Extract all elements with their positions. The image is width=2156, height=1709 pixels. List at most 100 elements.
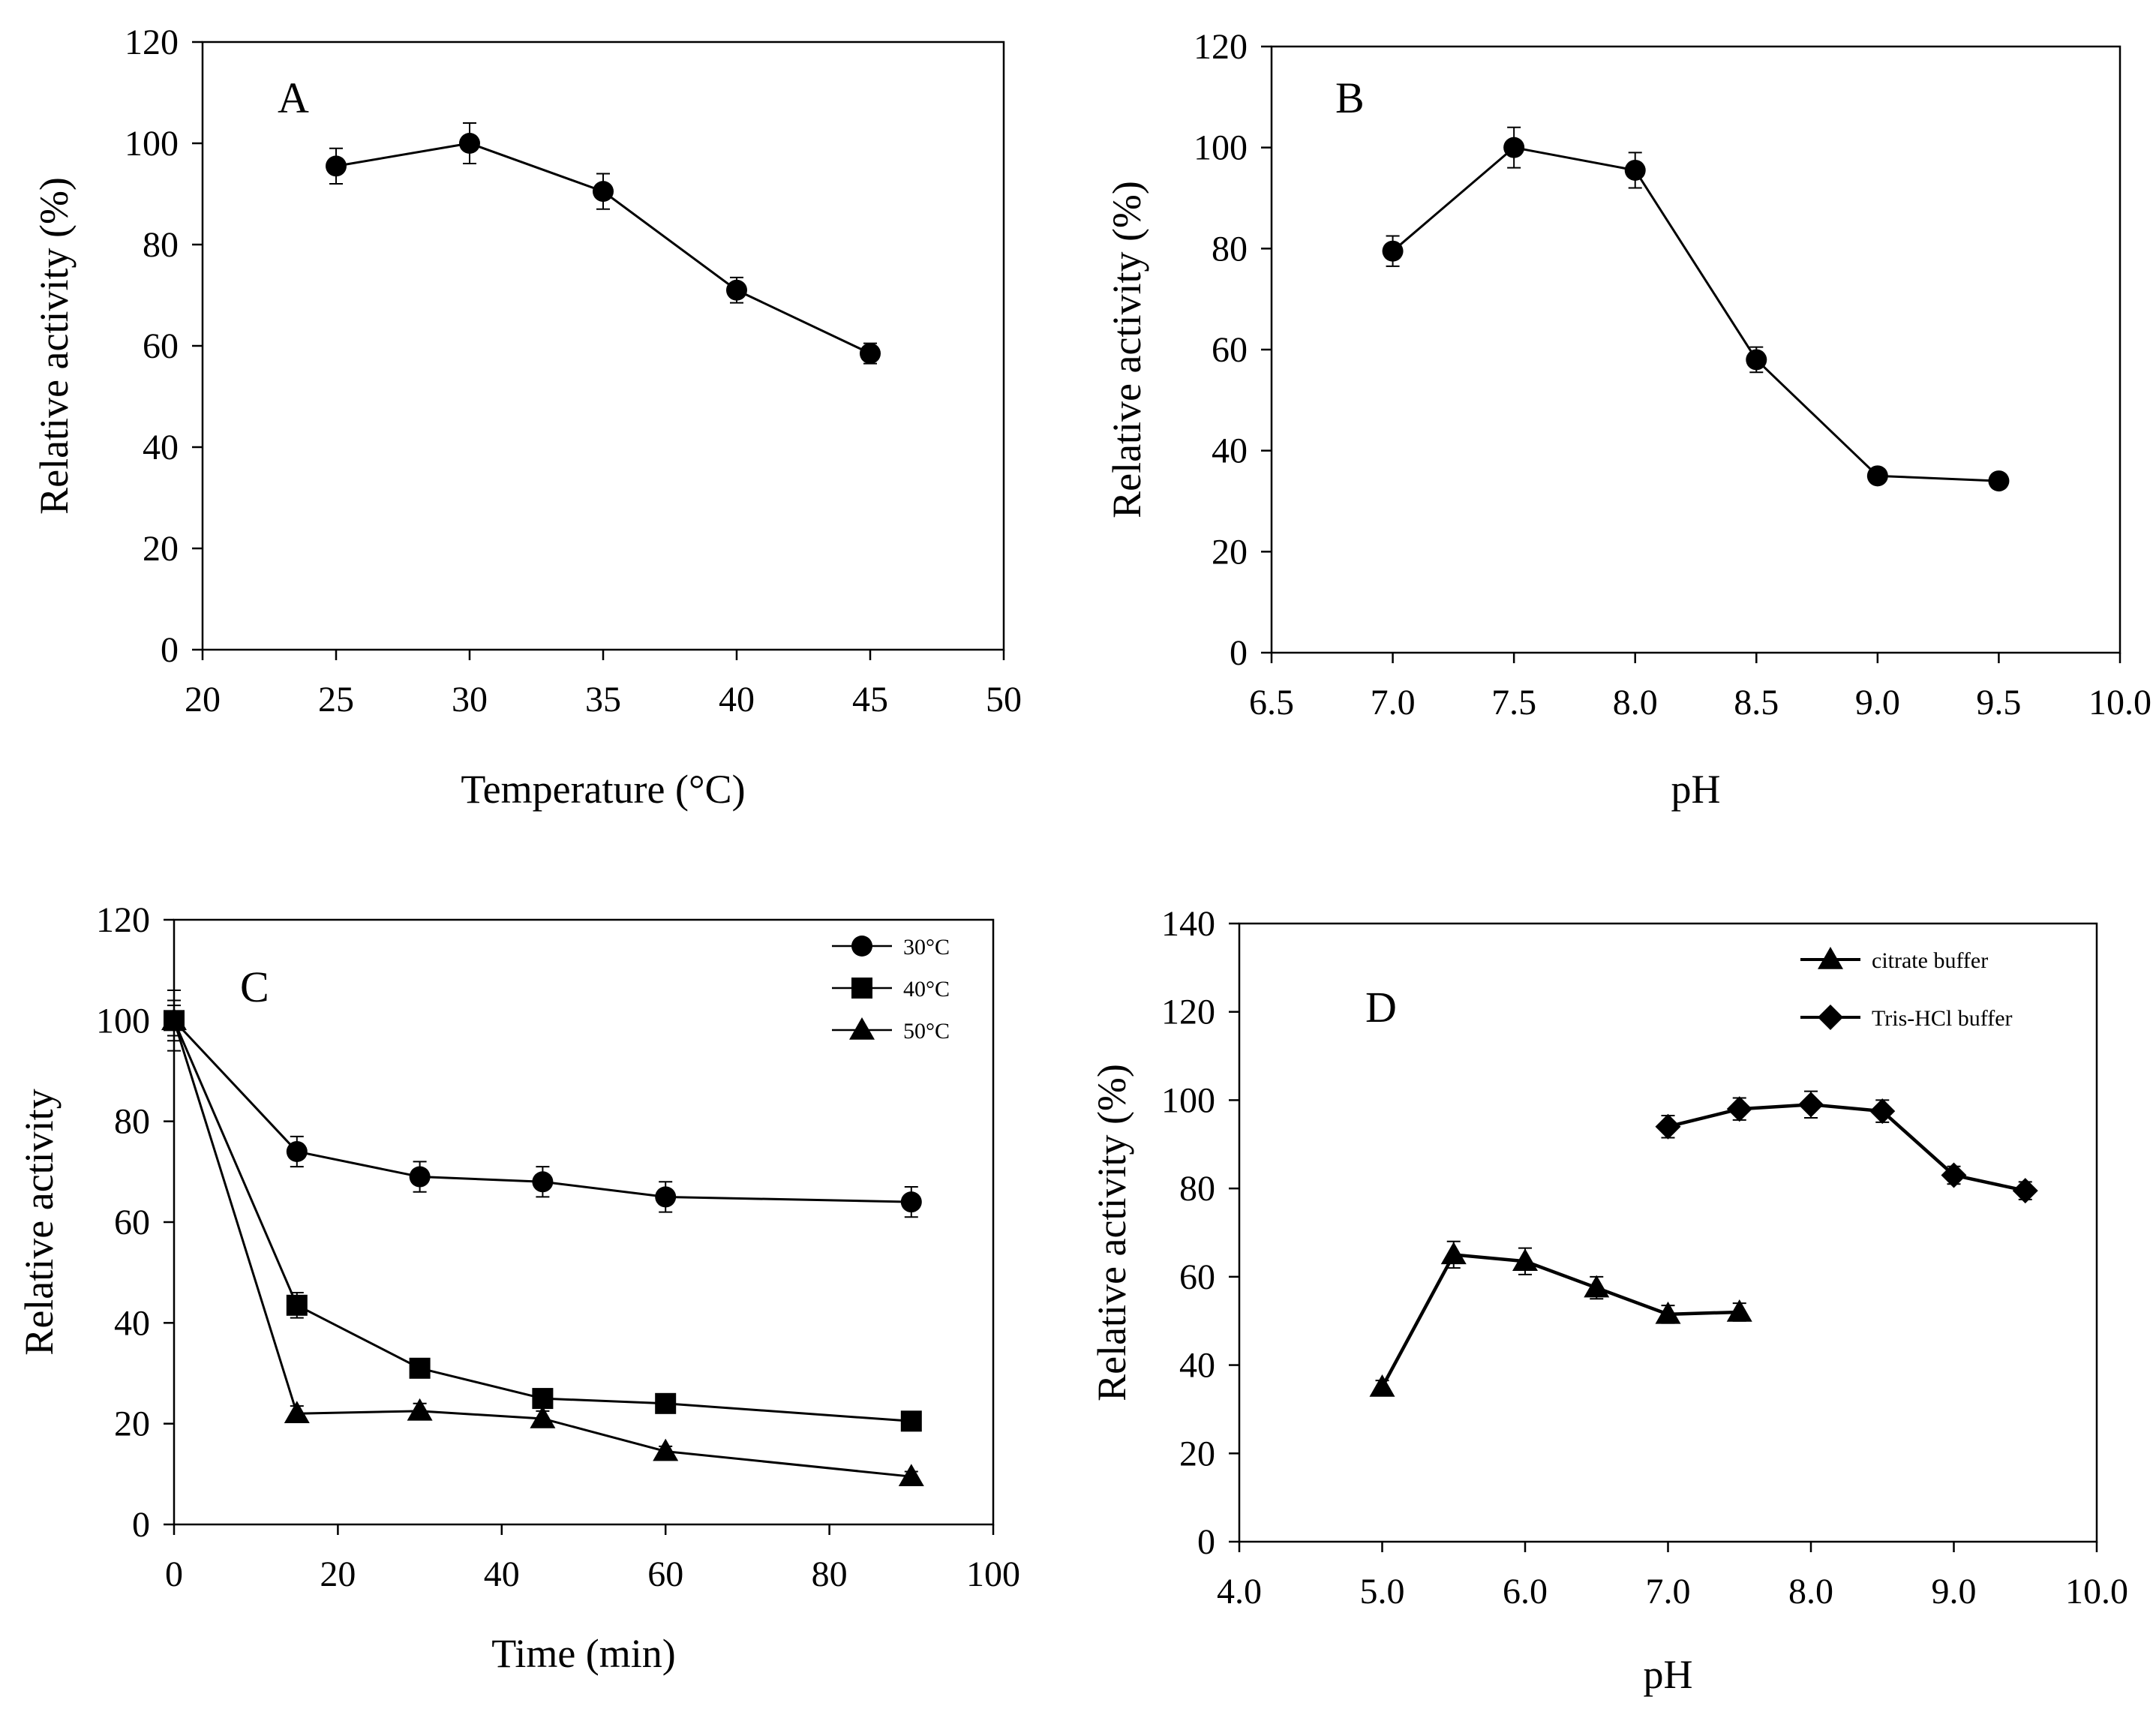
chart-panel-b: 6.5 7.0 7.5 8.0 8.5 9.0 9.5 10.0 0 20 40 60 80 100 120… — [1104, 27, 2151, 812]
x-tick-label: 40 — [719, 680, 755, 719]
x-tick-label: 8.0 — [1788, 1572, 1833, 1611]
x-tick-label: 20 — [185, 680, 221, 719]
y-tick-label: 20 — [114, 1404, 150, 1444]
data-point — [655, 1392, 677, 1414]
series-30-c — [164, 990, 922, 1218]
y-tick-label: 120 — [96, 900, 150, 940]
series-line — [173, 1020, 911, 1422]
legend-marker — [1818, 1005, 1843, 1030]
y-tick-label: 40 — [143, 428, 179, 467]
panel-label: B — [1335, 74, 1365, 122]
y-tick-label: 100 — [1194, 128, 1248, 168]
x-tick-label: 9.0 — [1932, 1572, 1977, 1611]
panel-label: A — [278, 74, 309, 122]
data-point — [900, 1191, 922, 1213]
data-point — [1655, 1301, 1681, 1324]
y-tick-label: 80 — [1212, 229, 1248, 269]
x-tick-label: 7.5 — [1491, 683, 1536, 722]
series-line — [173, 1020, 911, 1203]
y-tick-label: 0 — [1197, 1522, 1215, 1562]
data-point — [326, 155, 347, 177]
series-tris-hcl-buffer — [1655, 1090, 2038, 1204]
data-point — [1869, 1098, 1896, 1125]
y-tick-label: 60 — [143, 326, 179, 366]
data-point — [1655, 1113, 1681, 1140]
series-line — [173, 1020, 911, 1478]
data-point — [284, 1401, 310, 1423]
panel-label: C — [240, 963, 269, 1011]
x-tick-label: 100 — [966, 1554, 1020, 1594]
plot-frame — [1270, 45, 2121, 654]
plot-frame — [173, 918, 995, 1526]
data-point — [2012, 1178, 2038, 1204]
data-point — [1512, 1248, 1538, 1272]
x-tick-label: 6.0 — [1503, 1572, 1548, 1611]
x-tick-label: 50 — [986, 680, 1022, 719]
data-point — [1440, 1242, 1467, 1265]
x-tick-label: 10.0 — [2065, 1572, 2128, 1611]
data-point — [286, 1294, 308, 1316]
x-tick-label: 7.0 — [1646, 1572, 1691, 1611]
data-point — [1726, 1096, 1752, 1122]
data-point — [1382, 240, 1404, 262]
data-point — [409, 1166, 431, 1188]
x-tick-label: 9.0 — [1855, 683, 1900, 722]
data-point — [860, 343, 881, 365]
data-point — [1584, 1275, 1610, 1298]
y-tick-label: 100 — [125, 124, 179, 164]
series-line — [1667, 1103, 2026, 1193]
data-point — [409, 1357, 431, 1379]
x-tick-label: 5.0 — [1360, 1572, 1405, 1611]
plot-frame — [201, 41, 1005, 651]
legend-label: 50°C — [903, 1019, 950, 1044]
data-point — [459, 133, 480, 154]
x-axis-title: Time (min) — [491, 1631, 676, 1676]
y-tick-label: 0 — [132, 1505, 150, 1545]
chart-panel-a: 20 25 30 35 40 45 50020406080100120Temperature… — [32, 23, 1022, 812]
data-point — [1988, 470, 2010, 492]
y-tick-label: 120 — [1161, 993, 1215, 1032]
x-tick-label: 9.5 — [1976, 683, 2021, 722]
x-tick-label: 40 — [484, 1554, 520, 1594]
data-point — [1941, 1162, 1967, 1188]
x-tick-label: 20 — [320, 1554, 356, 1594]
legend-label: Tris-HCl buffer — [1872, 1006, 2013, 1031]
x-tick-label: 0 — [165, 1554, 183, 1594]
series-40-c — [164, 999, 922, 1432]
y-tick-label: 60 — [1179, 1257, 1215, 1297]
legend-label: 40°C — [903, 977, 950, 1002]
chart-panel-d: 4.0 5.0 6.0 7.0 8.0 9.0 10.0 0 20 40 60 80 100 120 140… — [1089, 904, 2128, 1697]
data-point — [1369, 1374, 1395, 1397]
data-point — [900, 1410, 922, 1432]
y-tick-label: 20 — [1179, 1434, 1215, 1473]
data-point — [593, 181, 614, 203]
y-tick-label: 0 — [1230, 633, 1248, 673]
series-0 — [326, 122, 881, 365]
y-tick-label: 80 — [1179, 1169, 1215, 1209]
x-tick-label: 8.5 — [1734, 683, 1779, 722]
legend-marker — [1818, 947, 1843, 969]
series-citrate-buffer — [1369, 1240, 1752, 1397]
y-tick-label: 120 — [1194, 27, 1248, 67]
data-point — [726, 279, 747, 301]
y-axis-title: Relative activity — [17, 1089, 62, 1355]
y-tick-label: 40 — [1179, 1346, 1215, 1386]
legend-marker — [851, 936, 872, 957]
x-tick-label: 35 — [585, 680, 621, 719]
y-tick-label: 80 — [143, 225, 179, 265]
data-point — [655, 1186, 677, 1208]
data-point — [898, 1464, 924, 1486]
x-tick-label: 80 — [812, 1554, 848, 1594]
data-point — [530, 1405, 556, 1428]
data-point — [532, 1388, 554, 1410]
x-tick-label: 45 — [852, 680, 888, 719]
series-0 — [1382, 126, 2010, 492]
legend-label: 30°C — [903, 935, 950, 960]
data-point — [407, 1398, 433, 1421]
y-axis-title: Relative activity (%) — [32, 177, 77, 515]
legend-marker — [849, 1017, 875, 1040]
series-50-c — [161, 1005, 924, 1486]
y-axis-title: Relative activity (%) — [1089, 1064, 1134, 1401]
legend-label: citrate buffer — [1872, 948, 1988, 973]
y-tick-label: 100 — [1161, 1080, 1215, 1120]
